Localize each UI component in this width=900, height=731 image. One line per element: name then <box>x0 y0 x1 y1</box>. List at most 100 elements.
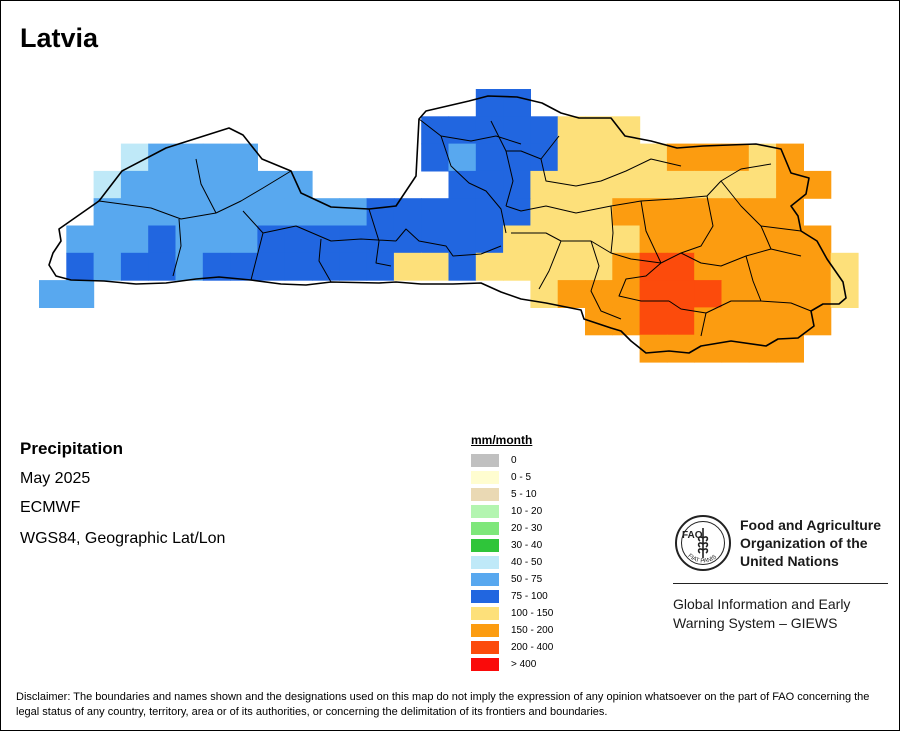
legend-swatch <box>471 505 499 518</box>
grid-cell <box>557 252 586 281</box>
grid-cell <box>366 198 395 227</box>
grid-cell <box>639 307 668 336</box>
grid-cell <box>612 170 641 199</box>
precipitation-grid <box>39 89 859 363</box>
grid-cell <box>284 225 313 254</box>
region-boundary <box>660 195 714 264</box>
legend-item: 100 - 150 <box>471 605 553 622</box>
grid-cell <box>694 143 723 172</box>
region-boundary <box>618 262 669 302</box>
grid-cell <box>666 170 695 199</box>
region-boundary <box>540 158 682 187</box>
region-boundary <box>700 312 707 337</box>
legend-swatch <box>471 624 499 637</box>
grid-cell <box>148 225 177 254</box>
grid-cell <box>93 198 122 227</box>
variable-label: Precipitation <box>20 439 123 458</box>
region-boundary <box>440 135 507 234</box>
grid-cell <box>666 225 695 254</box>
grid-cell <box>666 280 695 308</box>
logo-letters: FAO <box>682 530 703 541</box>
grid-cell <box>175 252 204 281</box>
grid-cell <box>66 252 95 281</box>
grid-cell <box>421 225 450 254</box>
grid-cell <box>639 143 668 172</box>
grid-cell <box>557 116 586 145</box>
region-boundary <box>640 200 662 264</box>
grid-cell <box>694 252 723 281</box>
grid-cell <box>148 143 177 172</box>
grid-cell <box>639 280 668 308</box>
grid-cell <box>257 225 286 254</box>
legend-label: 5 - 10 <box>511 489 537 500</box>
grid-cell <box>612 116 641 145</box>
grid-cell <box>148 170 177 199</box>
logo-divider <box>673 583 888 584</box>
region-boundary <box>195 158 217 214</box>
legend-items: 0 0 - 5 5 - 10 10 - 20 20 - 30 30 - 40 40 - 50… <box>471 452 553 673</box>
region-boundary <box>395 228 502 257</box>
grid-cell <box>93 252 122 281</box>
grid-cell <box>748 252 777 281</box>
legend-swatch <box>471 641 499 654</box>
disclaimer: Disclaimer: The boundaries and names sho… <box>16 691 870 718</box>
legend-swatch <box>471 488 499 501</box>
grid-cell <box>530 116 559 145</box>
fao-logo-icon: FAO FIAT PANIS <box>675 515 731 571</box>
grid-cell <box>721 307 750 336</box>
legend-label: 75 - 100 <box>511 591 548 602</box>
grid-cell <box>666 334 695 363</box>
grid-cell <box>257 170 286 199</box>
grid-cell <box>475 170 504 199</box>
legend-swatch <box>471 607 499 620</box>
grid-cell <box>202 225 231 254</box>
grid-cell <box>475 89 504 117</box>
grid-cell <box>557 280 586 308</box>
grid-cell <box>503 225 531 254</box>
grid-cell <box>721 170 750 199</box>
grid-cell <box>475 143 504 172</box>
grid-cell <box>694 280 723 308</box>
grid-cell <box>639 170 668 199</box>
legend-label: 40 - 50 <box>511 557 543 568</box>
logo-ring-text: FIAT PANIS <box>686 553 717 565</box>
grid-cell <box>202 252 231 281</box>
grid-cell <box>612 307 641 336</box>
grid-cell <box>776 225 804 254</box>
grid-cell <box>393 252 422 281</box>
grid-cell <box>475 116 504 145</box>
grid-cell <box>721 225 750 254</box>
grid-cell <box>503 170 531 199</box>
legend-swatch <box>471 556 499 569</box>
grid-cell <box>230 252 258 281</box>
legend-item: 0 <box>471 452 553 469</box>
grid-cell <box>612 198 641 227</box>
region-boundary <box>505 150 514 207</box>
grid-cell <box>748 307 777 336</box>
grid-cell <box>66 280 95 308</box>
legend-label: > 400 <box>511 659 537 670</box>
grid-cell <box>421 116 450 145</box>
grid-cell <box>202 170 231 199</box>
legend-swatch <box>471 658 499 671</box>
grid-cell <box>421 252 450 281</box>
grid-cell <box>175 170 204 199</box>
legend-label: 0 <box>511 455 517 466</box>
projection-label: WGS84, Geographic Lat/Lon <box>20 530 226 547</box>
grid-cell <box>748 280 777 308</box>
grid-cell <box>721 334 750 363</box>
region-boundary <box>318 238 332 283</box>
grid-cell <box>748 198 777 227</box>
grid-cell <box>639 334 668 363</box>
legend-item: 0 - 5 <box>471 469 553 486</box>
grid-cell <box>448 252 477 281</box>
grid-cell <box>748 334 777 363</box>
period-label: May 2025 <box>20 470 91 487</box>
grid-cell <box>721 198 750 227</box>
legend-item: 50 - 75 <box>471 571 553 588</box>
grid-cell <box>120 143 149 172</box>
grid-cell <box>721 252 750 281</box>
grid-cell <box>612 143 641 172</box>
legend-swatch <box>471 573 499 586</box>
grid-cell <box>339 198 368 227</box>
